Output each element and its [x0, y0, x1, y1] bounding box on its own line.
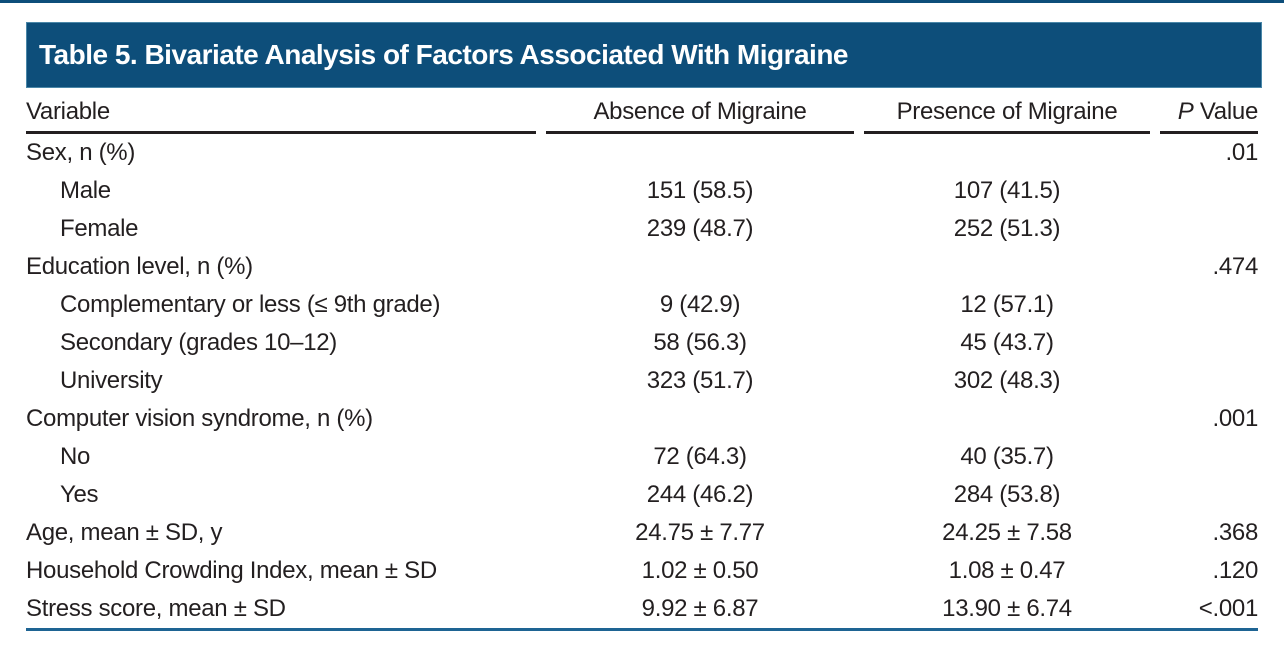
- presence-value: 284 (53.8): [953, 481, 1061, 508]
- absence-value: 151 (58.5): [646, 177, 754, 204]
- p-value-italic-p: P: [1177, 98, 1194, 125]
- table-row: Yes 244 (46.2) 284 (53.8): [26, 476, 1258, 514]
- p-value: .120: [1212, 557, 1258, 584]
- p-value: [1160, 438, 1258, 476]
- row-label: Male: [60, 177, 111, 204]
- presence-value: [864, 134, 1150, 172]
- table-row: Stress score, mean ± SD 9.92 ± 6.87 13.9…: [26, 590, 1258, 628]
- p-value: [1160, 362, 1258, 400]
- row-label: No: [60, 443, 91, 470]
- top-stripe: [0, 0, 1284, 3]
- p-value: .01: [1225, 139, 1259, 166]
- presence-value: 40 (35.7): [960, 443, 1054, 470]
- bivariate-analysis-table: Variable Absence of Migraine Presence of…: [16, 88, 1268, 628]
- absence-value: 58 (56.3): [653, 329, 747, 356]
- p-value: [1160, 476, 1258, 514]
- absence-value: 1.02 ± 0.50: [641, 557, 759, 584]
- absence-value: [546, 248, 854, 286]
- row-label: Household Crowding Index, mean ± SD: [26, 557, 437, 584]
- absence-value: 9 (42.9): [659, 291, 741, 318]
- row-label: University: [60, 367, 163, 394]
- p-value: .001: [1212, 405, 1258, 432]
- absence-value: 9.92 ± 6.87: [641, 595, 759, 622]
- table-body: Sex, n (%) .01 Male 151 (58.5) 107 (41.5…: [26, 134, 1258, 628]
- presence-value: 1.08 ± 0.47: [948, 557, 1066, 584]
- absence-value: 24.75 ± 7.77: [635, 519, 765, 546]
- p-value: [1160, 324, 1258, 362]
- presence-value: 45 (43.7): [960, 329, 1054, 356]
- p-value: .474: [1212, 253, 1258, 280]
- table-row: Male 151 (58.5) 107 (41.5): [26, 172, 1258, 210]
- table-row: Female 239 (48.7) 252 (51.3): [26, 210, 1258, 248]
- p-value: .368: [1212, 519, 1258, 546]
- row-label: Female: [60, 215, 139, 242]
- presence-value: 13.90 ± 6.74: [942, 595, 1072, 622]
- table-row: Household Crowding Index, mean ± SD 1.02…: [26, 552, 1258, 590]
- presence-value: [864, 400, 1150, 438]
- p-value: [1160, 286, 1258, 324]
- p-value: [1160, 172, 1258, 210]
- absence-value: 244 (46.2): [646, 481, 754, 508]
- row-label: Complementary or less (≤ 9th grade): [60, 291, 441, 318]
- page: Table 5. Bivariate Analysis of Factors A…: [0, 0, 1284, 631]
- bottom-rule: [26, 628, 1258, 631]
- row-label: Stress score, mean ± SD: [26, 595, 286, 622]
- row-label: Education level, n (%): [26, 253, 253, 280]
- p-value-label-rest: Value: [1193, 98, 1258, 125]
- table-row: Computer vision syndrome, n (%) .001: [26, 400, 1258, 438]
- table-row: No 72 (64.3) 40 (35.7): [26, 438, 1258, 476]
- p-value: [1160, 210, 1258, 248]
- table-row: Age, mean ± SD, y 24.75 ± 7.77 24.25 ± 7…: [26, 514, 1258, 552]
- absence-value: 72 (64.3): [653, 443, 747, 470]
- row-label: Yes: [60, 481, 99, 508]
- presence-value: 24.25 ± 7.58: [942, 519, 1072, 546]
- p-value: <.001: [1198, 595, 1259, 622]
- table-row: Sex, n (%) .01: [26, 134, 1258, 172]
- table-row: University 323 (51.7) 302 (48.3): [26, 362, 1258, 400]
- absence-value: [546, 134, 854, 172]
- presence-value: 12 (57.1): [960, 291, 1054, 318]
- absence-value: [546, 400, 854, 438]
- presence-value: 302 (48.3): [953, 367, 1061, 394]
- col-header-pvalue: P Value: [1160, 88, 1258, 134]
- table-title: Table 5. Bivariate Analysis of Factors A…: [39, 39, 849, 70]
- absence-value: 323 (51.7): [646, 367, 754, 394]
- presence-value: 252 (51.3): [953, 215, 1061, 242]
- col-header-absence: Absence of Migraine: [546, 88, 854, 134]
- table-row: Complementary or less (≤ 9th grade) 9 (4…: [26, 286, 1258, 324]
- header-row: Variable Absence of Migraine Presence of…: [26, 88, 1258, 134]
- row-label: Secondary (grades 10–12): [60, 329, 337, 356]
- col-header-variable: Variable: [26, 88, 536, 134]
- row-label: Age, mean ± SD, y: [26, 519, 223, 546]
- absence-value: 239 (48.7): [646, 215, 754, 242]
- table-title-bar: Table 5. Bivariate Analysis of Factors A…: [26, 22, 1262, 88]
- row-label: Computer vision syndrome, n (%): [26, 405, 373, 432]
- col-header-presence: Presence of Migraine: [864, 88, 1150, 134]
- table-row: Secondary (grades 10–12) 58 (56.3) 45 (4…: [26, 324, 1258, 362]
- row-label: Sex, n (%): [26, 139, 136, 166]
- presence-value: [864, 248, 1150, 286]
- table-row: Education level, n (%) .474: [26, 248, 1258, 286]
- presence-value: 107 (41.5): [953, 177, 1061, 204]
